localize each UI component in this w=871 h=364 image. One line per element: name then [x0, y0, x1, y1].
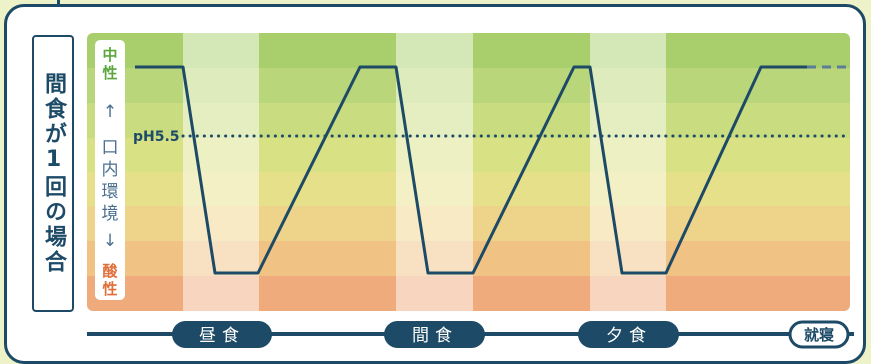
meal-column-dinner: [590, 33, 666, 311]
axis-label-column: [95, 40, 125, 300]
axis-acid-2: 性: [102, 280, 117, 298]
timeline-pill-dinner: [578, 321, 679, 348]
ph-threshold-label: pH5.5: [133, 129, 180, 145]
meal-column-snack: [396, 33, 473, 311]
meal-column-lunch: [183, 33, 259, 311]
timeline-label-dinner: 夕食: [606, 326, 652, 346]
axis-mouth-4: 境: [102, 204, 119, 224]
axis-mouth-2: 内: [102, 160, 119, 180]
timeline-label-snack: 間食: [412, 326, 458, 346]
axis-mouth-1: 口: [102, 138, 119, 158]
background-bands: [87, 33, 850, 311]
timeline-pill-lunch: [172, 321, 272, 348]
axis-acid-1: 酸: [102, 262, 118, 280]
timeline-pill-snack: [384, 321, 485, 348]
ph-chart: 中 性 ↑ 口 内 環 境 ↓ 酸 性 pH5.5 昼食 間食 夕食 就寝: [87, 33, 854, 349]
side-label-box: 間食が1回の場合: [32, 35, 74, 312]
axis-mouth-3: 環: [102, 182, 119, 202]
down-arrow-icon: ↓: [103, 231, 117, 251]
axis-neutral-1: 中: [102, 46, 117, 64]
side-label-text: 間食が1回の場合: [41, 72, 66, 275]
frame-tick: [57, 0, 60, 6]
ph-curve: [135, 65, 807, 275]
up-arrow-icon: ↑: [103, 102, 117, 122]
timeline-label-lunch: 昼食: [199, 326, 245, 346]
axis-neutral-2: 性: [102, 64, 117, 82]
timeline-pill-bedtime: [788, 320, 850, 349]
timeline-label-bedtime: 就寝: [804, 326, 834, 344]
